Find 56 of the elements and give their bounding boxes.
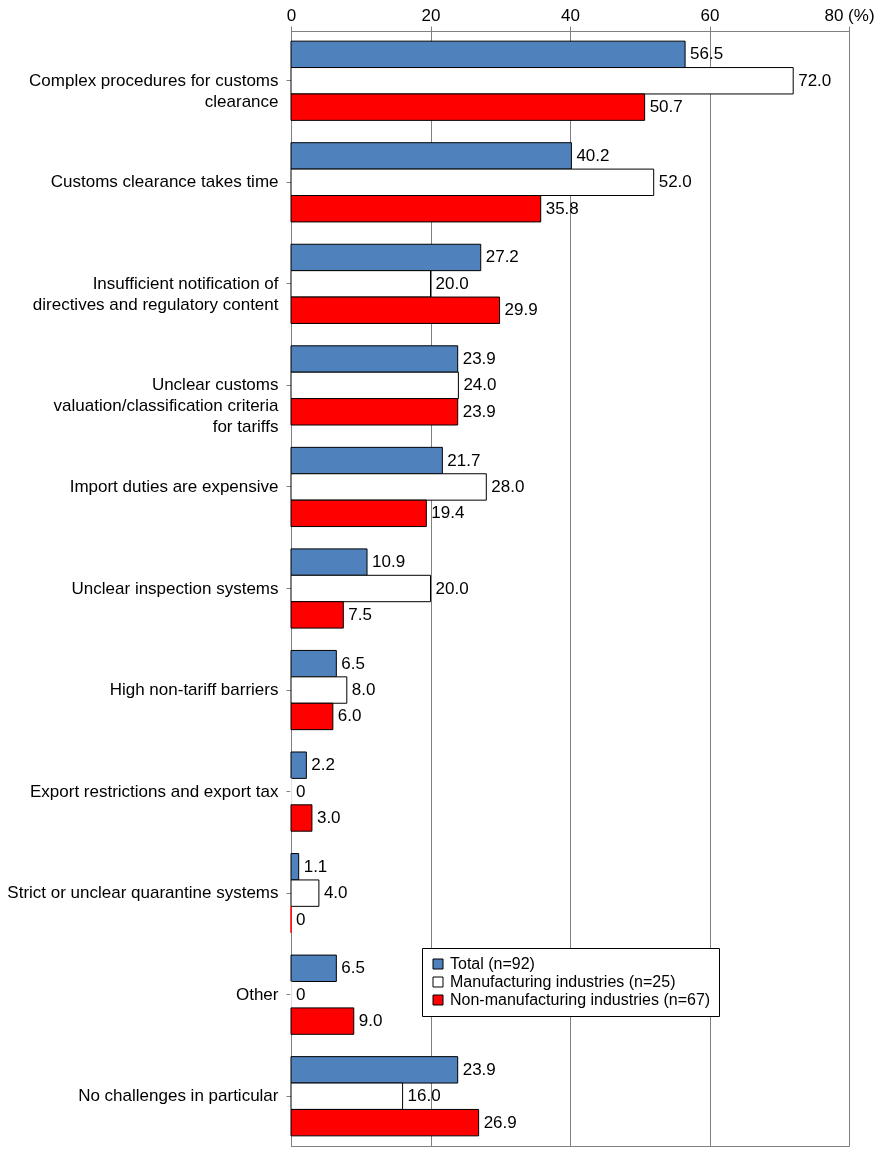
legend-label: Manufacturing industries (n=25) [450, 973, 676, 990]
y-tick-label: Insufficient notification of directives and regulatory content [32, 273, 279, 314]
data-label: 20.0 [435, 578, 469, 598]
data-label: 27.2 [485, 247, 519, 267]
data-label: 8.0 [351, 680, 376, 700]
data-label: 6.5 [341, 958, 365, 978]
data-label: 56.5 [690, 44, 724, 64]
data-label: 72.0 [798, 70, 832, 90]
bar [290, 804, 313, 832]
legend-label: Non-manufacturing industries (n=67) [450, 991, 711, 1008]
bar [290, 1007, 355, 1035]
data-label: 2.2 [311, 755, 335, 775]
data-label: 26.9 [483, 1112, 517, 1132]
data-label: 7.5 [348, 604, 372, 624]
y-tick-label: Unclear customs valuation/classification criteria for tariffs [53, 375, 280, 437]
x-tick-label: 80 (%) [824, 5, 875, 25]
bar [290, 954, 337, 982]
y-tick-label: No challenges in particular [78, 1086, 279, 1106]
bar [290, 751, 307, 779]
legend-label: Total (n=92) [450, 955, 535, 972]
data-label: 23.9 [462, 401, 496, 421]
y-tick-label: Complex procedures for customs clearance [29, 70, 279, 111]
data-label: 3.0 [316, 808, 341, 827]
data-label: 52.0 [658, 172, 692, 192]
data-label: 24.0 [463, 375, 497, 395]
data-label: 16.0 [407, 1086, 441, 1106]
data-label: 21.7 [447, 450, 481, 470]
data-label: 0 [296, 984, 306, 1004]
data-label: 4.0 [323, 883, 348, 903]
data-label: 20.0 [435, 273, 469, 293]
y-tick-label: High non-tariff barriers [109, 680, 279, 700]
data-label: 9.0 [358, 1011, 383, 1031]
data-label: 0 [296, 909, 306, 929]
data-label: 19.4 [431, 503, 465, 523]
x-tick-label: 40 [561, 5, 580, 25]
y-tick-label: Strict or unclear quarantine systems [7, 883, 279, 903]
data-label: 0 [296, 781, 306, 801]
x-tick-label: 60 [700, 5, 720, 25]
data-label: 10.9 [372, 552, 406, 572]
y-tick-label: Import duties are expensive [69, 476, 279, 496]
y-tick-label: Customs clearance takes time [50, 172, 279, 192]
data-label: 6.5 [341, 653, 365, 673]
data-label: 29.9 [504, 300, 538, 320]
x-tick-label: 20 [421, 5, 441, 25]
data-label: 28.0 [491, 476, 525, 496]
data-label: 23.9 [462, 1059, 496, 1079]
y-tick-label: Export restrictions and export tax [29, 781, 279, 801]
y-tick-label: Other [235, 984, 279, 1004]
data-label: 35.8 [545, 198, 579, 218]
y-tick-label: Unclear inspection systems [71, 578, 279, 598]
data-label: 50.7 [649, 97, 683, 117]
data-label: 1.1 [303, 856, 328, 876]
data-label: 40.2 [576, 145, 610, 165]
data-label: 6.0 [337, 706, 362, 726]
data-label: 23.9 [462, 349, 496, 368]
x-tick-label: 0 [286, 5, 297, 25]
